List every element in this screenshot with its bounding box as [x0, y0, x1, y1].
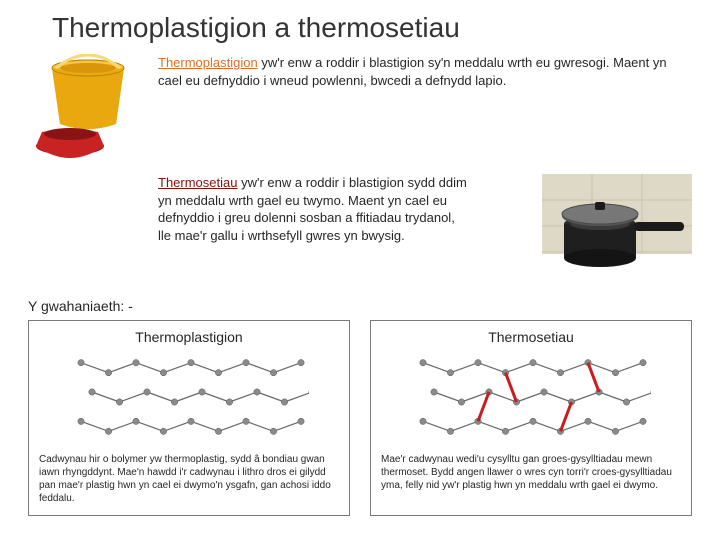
saucepan-illustration — [542, 174, 692, 284]
difference-heading: Y gwahaniaeth: - — [28, 298, 692, 314]
panel2-chains — [381, 351, 681, 443]
panel-thermoplastic: Thermoplastigion Cadwynau hir o bolymer … — [28, 320, 350, 516]
bucket-bowl-icon — [28, 54, 148, 164]
panel1-caption: Cadwynau hir o bolymer yw thermoplastig,… — [39, 453, 339, 505]
page-title: Thermoplastigion a thermosetiau — [52, 12, 692, 44]
bucket-bowl-illustration — [28, 54, 148, 164]
panel2-caption: Mae'r cadwynau wedi'u cysylltu gan groes… — [381, 453, 681, 492]
panel2-title: Thermosetiau — [381, 329, 681, 345]
thermoplastic-chain-diagram — [69, 353, 309, 441]
thermoplastic-text: Thermoplastigion yw'r enw a roddir i bla… — [158, 54, 692, 89]
saucepan-icon — [542, 174, 692, 284]
thermoset-term: Thermosetiau — [158, 175, 237, 190]
panel-thermoset: Thermosetiau Mae'r cadwynau wedi'u cysyl… — [370, 320, 692, 516]
row-thermoplastics: Thermoplastigion yw'r enw a roddir i bla… — [28, 54, 692, 164]
upper-sections: Thermoplastigion yw'r enw a roddir i bla… — [28, 54, 692, 284]
thermoset-text: Thermosetiau yw'r enw a roddir i blastig… — [158, 174, 468, 244]
panel1-title: Thermoplastigion — [39, 329, 339, 345]
diagram-panels: Thermoplastigion Cadwynau hir o bolymer … — [28, 320, 692, 516]
thermoset-chain-diagram — [411, 353, 651, 441]
row-thermosets: Thermosetiau yw'r enw a roddir i blastig… — [28, 174, 692, 284]
panel1-chains — [39, 351, 339, 443]
thermoplastic-term: Thermoplastigion — [158, 55, 258, 70]
